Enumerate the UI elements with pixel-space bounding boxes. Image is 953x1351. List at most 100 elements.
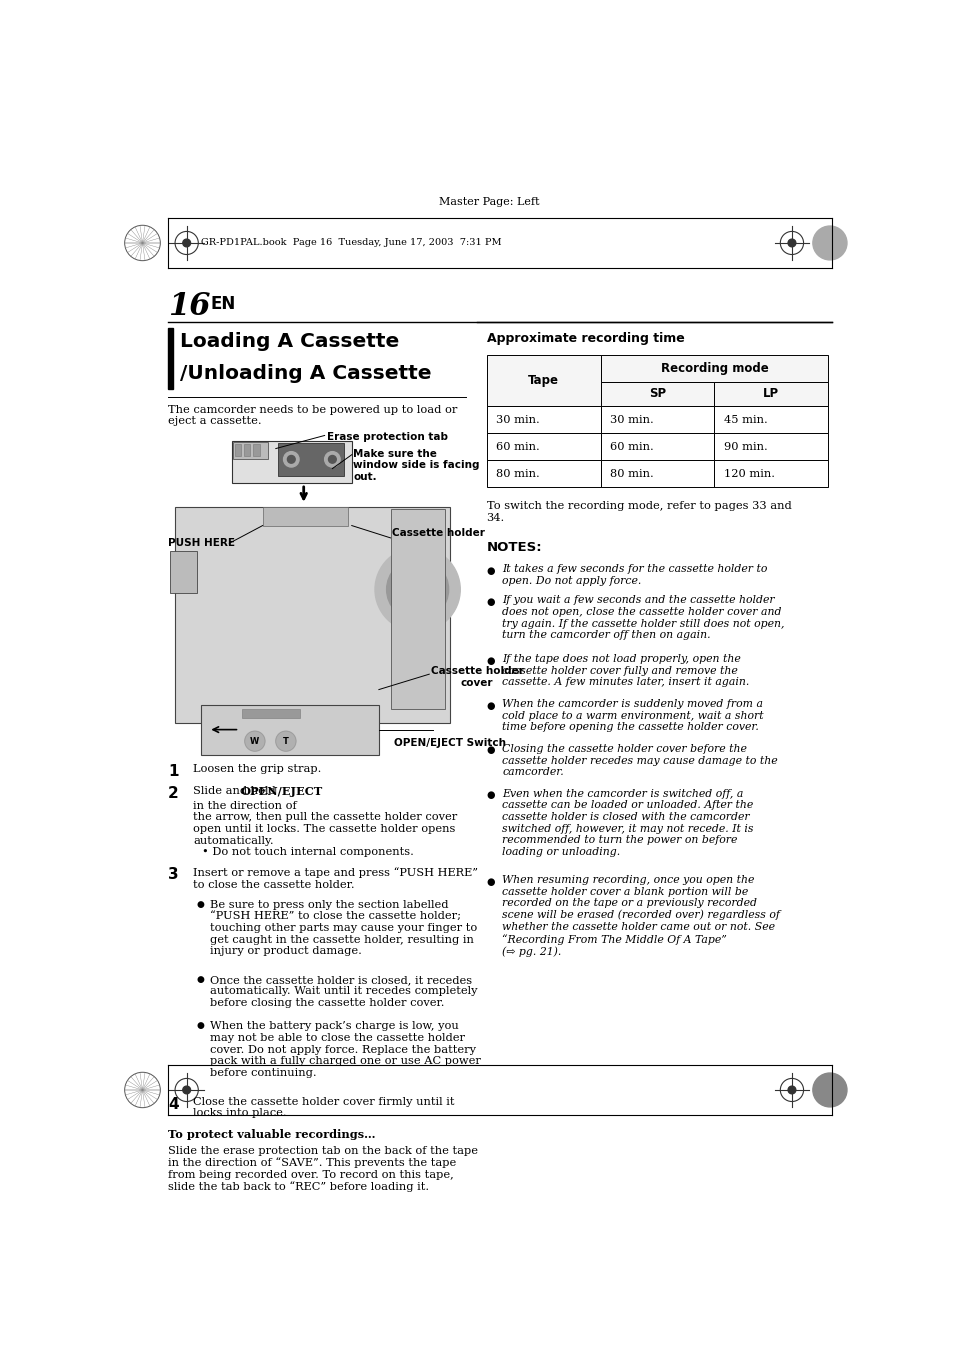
Text: ●: ● (486, 597, 495, 607)
Circle shape (324, 451, 340, 467)
Circle shape (283, 451, 298, 467)
Circle shape (787, 1086, 795, 1094)
Bar (278, 443, 344, 476)
Text: SP: SP (648, 388, 665, 400)
Circle shape (245, 731, 265, 751)
Text: Closing the cassette holder cover before the
cassette holder recedes may cause d: Closing the cassette holder cover before… (501, 744, 777, 777)
Text: If the tape does not load properly, open the
cassette holder cover fully and rem: If the tape does not load properly, open… (501, 654, 749, 688)
Circle shape (328, 455, 335, 463)
Text: 80 min.: 80 min. (496, 469, 539, 478)
Bar (168, 328, 173, 389)
Text: Tape: Tape (528, 374, 558, 386)
Text: When resuming recording, once you open the
cassette holder cover a blank portion: When resuming recording, once you open t… (501, 875, 780, 957)
Bar (599, 434, 714, 461)
Circle shape (386, 559, 448, 620)
Text: The camcorder needs to be powered up to load or
eject a cassette.: The camcorder needs to be powered up to … (168, 405, 457, 427)
Text: T: T (283, 736, 289, 746)
Text: If you wait a few seconds and the cassette holder
does not open, close the casse: If you wait a few seconds and the casset… (501, 596, 783, 640)
Text: 3: 3 (168, 867, 178, 882)
Text: Loosen the grip strap.: Loosen the grip strap. (193, 765, 321, 774)
Text: Cassette holder: Cassette holder (392, 528, 484, 538)
Text: ●: ● (196, 1021, 204, 1031)
Text: EN: EN (211, 295, 235, 312)
Text: ●: ● (486, 655, 495, 666)
Bar (599, 381, 714, 407)
Text: LP: LP (762, 388, 779, 400)
Bar (262, 507, 348, 527)
Bar (170, 551, 196, 593)
Bar (232, 440, 352, 484)
Text: ●: ● (196, 900, 204, 909)
Text: Master Page: Left: Master Page: Left (438, 197, 538, 207)
Text: 2: 2 (168, 786, 178, 801)
Bar (253, 444, 259, 457)
Text: Once the cassette holder is closed, it recedes
automatically. Wait until it rece: Once the cassette holder is closed, it r… (210, 975, 476, 1008)
Bar (390, 508, 444, 709)
Bar (244, 444, 250, 457)
Text: ●: ● (486, 566, 495, 576)
Text: Erase protection tab: Erase protection tab (327, 431, 448, 442)
Text: GR-PD1PAL.book  Page 16  Tuesday, June 17, 2003  7:31 PM: GR-PD1PAL.book Page 16 Tuesday, June 17,… (200, 239, 500, 247)
Circle shape (812, 1073, 846, 1106)
Text: 30 min.: 30 min. (609, 415, 653, 424)
Bar (599, 354, 827, 381)
Text: OPEN/EJECT Switch: OPEN/EJECT Switch (394, 739, 506, 748)
Bar (486, 407, 599, 434)
Circle shape (787, 239, 795, 247)
Text: When the camcorder is suddenly moved from a
cold place to a warm environment, wa: When the camcorder is suddenly moved fro… (501, 698, 763, 732)
Circle shape (287, 455, 294, 463)
Bar (234, 444, 241, 457)
Circle shape (397, 570, 436, 609)
Bar (714, 434, 827, 461)
Text: Close the cassette holder cover firmly until it
locks into place.: Close the cassette holder cover firmly u… (193, 1097, 454, 1119)
Bar (486, 461, 599, 488)
Text: Loading A Cassette: Loading A Cassette (179, 331, 398, 350)
Text: 30 min.: 30 min. (496, 415, 539, 424)
Text: To protect valuable recordings…: To protect valuable recordings… (168, 1129, 375, 1140)
Text: NOTES:: NOTES: (486, 540, 541, 554)
Text: Recording mode: Recording mode (659, 362, 767, 374)
Circle shape (375, 547, 459, 632)
Text: 16: 16 (168, 292, 211, 323)
Text: W: W (250, 736, 259, 746)
Text: Cassette holder
cover: Cassette holder cover (431, 666, 523, 688)
Bar (241, 709, 299, 719)
Text: ●: ● (196, 975, 204, 984)
Bar (714, 381, 827, 407)
Text: ●: ● (486, 746, 495, 755)
Circle shape (183, 239, 191, 247)
Bar (200, 705, 378, 755)
Text: 4: 4 (168, 1097, 178, 1112)
Bar (486, 434, 599, 461)
Text: Approximate recording time: Approximate recording time (486, 331, 683, 345)
Circle shape (275, 731, 295, 751)
Text: Make sure the
window side is facing
out.: Make sure the window side is facing out. (353, 449, 479, 482)
Text: ●: ● (486, 790, 495, 800)
Text: To switch the recording mode, refer to pages 33 and
34.: To switch the recording mode, refer to p… (486, 501, 791, 523)
Text: 60 min.: 60 min. (496, 442, 539, 451)
Bar (714, 461, 827, 488)
Text: ●: ● (486, 877, 495, 886)
Text: ●: ● (486, 701, 495, 711)
Text: • Do not touch internal components.: • Do not touch internal components. (202, 847, 414, 858)
Text: 60 min.: 60 min. (609, 442, 653, 451)
Circle shape (812, 226, 846, 259)
Bar (599, 461, 714, 488)
Text: 120 min.: 120 min. (723, 469, 774, 478)
Text: 1: 1 (168, 765, 178, 780)
Text: /Unloading A Cassette: /Unloading A Cassette (179, 363, 431, 382)
Text: in the direction of
the arrow, then pull the cassette holder cover
open until it: in the direction of the arrow, then pull… (193, 801, 456, 846)
Text: PUSH HERE: PUSH HERE (168, 538, 234, 549)
Text: Insert or remove a tape and press “PUSH HERE”
to close the cassette holder.: Insert or remove a tape and press “PUSH … (193, 867, 477, 890)
Bar (233, 442, 268, 459)
Text: 90 min.: 90 min. (723, 442, 767, 451)
Circle shape (183, 1086, 191, 1094)
Bar (486, 354, 599, 407)
Text: When the battery pack’s charge is low, you
may not be able to close the cassette: When the battery pack’s charge is low, y… (210, 1021, 480, 1078)
Text: Even when the camcorder is switched off, a
cassette can be loaded or unloaded. A: Even when the camcorder is switched off,… (501, 789, 753, 857)
Text: It takes a few seconds for the cassette holder to
open. Do not apply force.: It takes a few seconds for the cassette … (501, 565, 766, 586)
Text: 45 min.: 45 min. (723, 415, 767, 424)
Bar (714, 407, 827, 434)
Text: Be sure to press only the section labelled
“PUSH HERE” to close the cassette hol: Be sure to press only the section labell… (210, 900, 476, 957)
Text: Slide the erase protection tab on the back of the tape
in the direction of “SAVE: Slide the erase protection tab on the ba… (168, 1146, 477, 1193)
